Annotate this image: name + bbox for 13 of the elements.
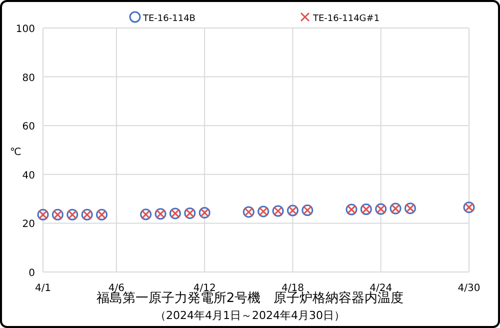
y-tick-label: 20 — [22, 219, 35, 230]
y-tick-label: 80 — [22, 72, 35, 84]
text: （2024年4月1日～2024年4月30日） — [155, 309, 345, 322]
legend-label: TE-16-114B — [142, 14, 196, 24]
x-tick-label: 4/1 — [34, 283, 52, 294]
x-tick-label: 4/30 — [458, 283, 480, 294]
legend-label: TE-16-114G#1 — [312, 14, 380, 24]
y-tick-label: 60 — [22, 122, 35, 133]
text: 福島第一原子力発電所2号機 原子炉格納容器内温度 — [96, 290, 404, 306]
y-tick-label: 0 — [28, 268, 35, 279]
y-tick-label: 40 — [22, 170, 35, 182]
y-axis-title: ℃ — [10, 147, 22, 158]
y-tick-label: 100 — [16, 24, 35, 35]
